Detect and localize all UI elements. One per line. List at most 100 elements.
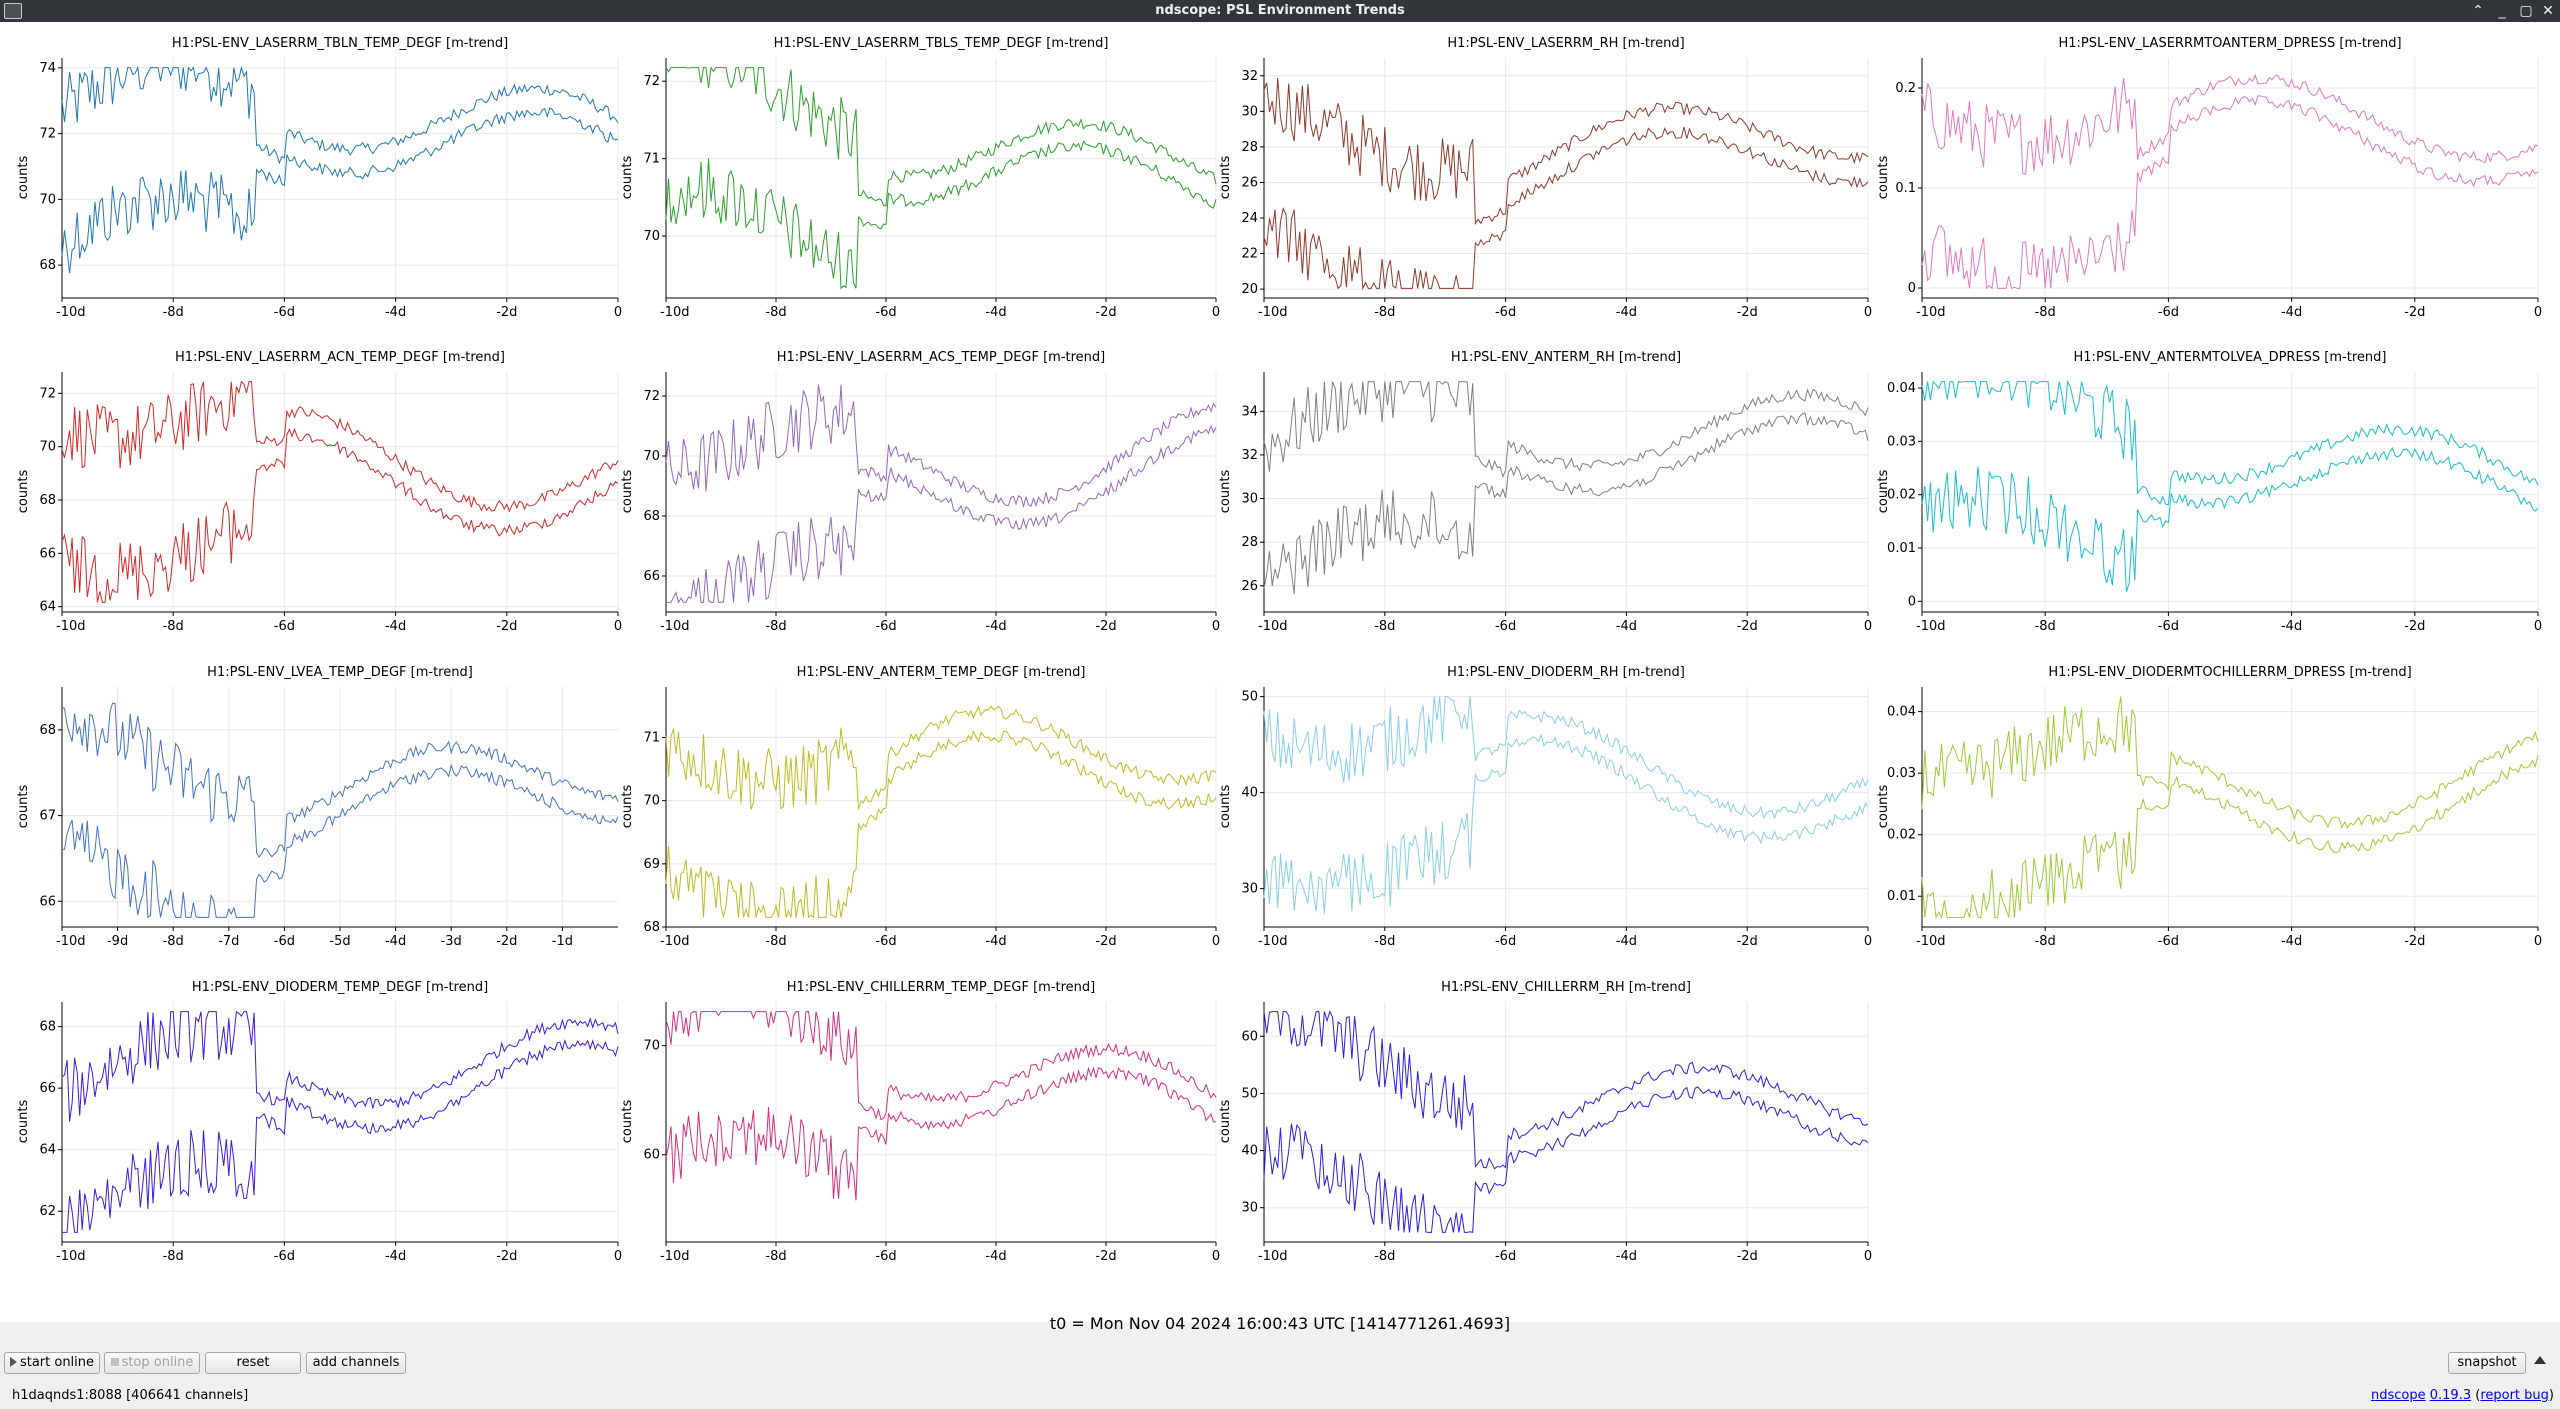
x-tick-label: -6d [1495, 1249, 1516, 1264]
add-channels-button[interactable]: add channels [306, 1352, 406, 1374]
x-tick-label: 0 [2534, 934, 2542, 949]
snapshot-button[interactable]: snapshot [2448, 1352, 2526, 1374]
minimize-button[interactable]: _ [2498, 3, 2506, 19]
plot-panel[interactable]: H1:PSL-ENV_LASERRM_TBLS_TEMP_DEGF [m-tre… [604, 36, 1220, 328]
y-tick-label: 68 [39, 723, 56, 738]
plot-panel[interactable]: H1:PSL-ENV_CHILLERRM_RH [m-trend] counts 3… [1202, 980, 1872, 1272]
plot-panel[interactable]: H1:PSL-ENV_LASERRM_RH [m-trend] counts 20 2… [1202, 36, 1872, 328]
y-tick-label: 0 [1908, 594, 1916, 609]
plot-canvas[interactable]: 0 0.01 0.02 0.03 0.04 -10d -8d -6d -4d -2d 0 [1860, 372, 2542, 642]
y-tick-label: 70 [643, 229, 660, 244]
plot-panel[interactable]: H1:PSL-ENV_DIODERMTOCHILLERRM_DPRESS [m-… [1860, 665, 2542, 957]
plot-panel[interactable]: H1:PSL-ENV_ANTERMTOLVEA_DPRESS [m-trend]… [1860, 350, 2542, 642]
plot-panel[interactable]: H1:PSL-ENV_ANTERM_TEMP_DEGF [m-trend] cou… [604, 665, 1220, 957]
plot-title: H1:PSL-ENV_LASERRM_TBLN_TEMP_DEGF [m-tre… [171, 36, 509, 51]
plot-panel[interactable]: H1:PSL-ENV_DIODERM_RH [m-trend] counts 30 4… [1202, 665, 1872, 957]
y-tick-label: 60 [1241, 1029, 1258, 1044]
plot-axes [1921, 372, 2538, 613]
y-tick-label: 68 [643, 509, 660, 524]
status-bar: h1daqnds1:8088 [406641 channels] ndscope… [0, 1380, 2560, 1409]
ndscope-link[interactable]: ndscope [2370, 1388, 2426, 1403]
close-button[interactable]: ✕ [2542, 3, 2554, 19]
expand-panel-icon[interactable] [2534, 1356, 2546, 1364]
plot-canvas[interactable]: 70 71 72 -10d -8d -6d -4d -2d 0 [604, 58, 1220, 328]
y-tick-label: 26 [1241, 579, 1258, 594]
trend-min-trace [1263, 733, 1869, 914]
plot-canvas[interactable]: 60 70 -10d -8d -6d -4d -2d 0 [604, 1002, 1220, 1272]
plot-canvas[interactable]: 64 66 68 70 72 -10d -8d -6d -4d -2d 0 [0, 372, 622, 642]
plot-axes [1263, 372, 1868, 613]
plot-grid: H1:PSL-ENV_LASERRM_TBLN_TEMP_DEGF [m-tre… [0, 22, 2560, 1322]
plot-panel[interactable]: H1:PSL-ENV_LVEA_TEMP_DEGF [m-trend] count… [0, 665, 619, 957]
keep-above-button[interactable]: ⌃ [2472, 3, 2484, 19]
plot-title: H1:PSL-ENV_LVEA_TEMP_DEGF [m-trend] [207, 665, 473, 680]
x-tick-label: -4d [2281, 619, 2302, 634]
y-tick-label: 30 [1241, 104, 1258, 119]
plot-axes [1263, 1002, 1868, 1243]
x-tick-label: -6d [875, 619, 896, 634]
y-tick-label: 68 [39, 493, 56, 508]
y-tick-label: 0.04 [1887, 705, 1916, 720]
reset-button[interactable]: reset [205, 1352, 301, 1374]
trend-max-trace [1921, 696, 2539, 829]
y-tick-label: 30 [1241, 492, 1258, 507]
y-tick-label: 69 [643, 857, 660, 872]
x-tick-label: -6d [875, 1249, 896, 1264]
y-tick-label: 0.2 [1895, 81, 1916, 96]
plot-canvas[interactable]: 20 22 24 26 28 30 32 -10d -8d -6d -4d -2d 0 [1202, 58, 1872, 328]
y-tick-label: 28 [1241, 140, 1258, 155]
x-tick-label: -8d [765, 934, 786, 949]
trend-min-trace [665, 140, 1217, 290]
y-tick-label: 32 [1241, 69, 1258, 84]
plot-axes [61, 372, 618, 613]
trend-min-trace [1263, 1086, 1869, 1234]
plot-panel[interactable]: H1:PSL-ENV_ANTERM_RH [m-trend] counts 26 28… [1202, 350, 1872, 642]
x-tick-label: -4d [2281, 934, 2302, 949]
plot-title: H1:PSL-ENV_DIODERM_TEMP_DEGF [m-trend] [191, 980, 489, 995]
plot-panel[interactable]: H1:PSL-ENV_LASERRM_TBLN_TEMP_DEGF [m-tre… [0, 36, 622, 328]
x-tick-label: 0 [1864, 934, 1872, 949]
x-tick-label: -6d [274, 305, 295, 320]
plot-panel[interactable]: H1:PSL-ENV_DIODERM_TEMP_DEGF [m-trend] co… [0, 980, 622, 1272]
trend-max-trace [665, 705, 1217, 810]
x-tick-label: 0 [1212, 305, 1220, 320]
plot-title: H1:PSL-ENV_LASERRM_ACS_TEMP_DEGF [m-tren… [776, 350, 1106, 365]
plot-panel[interactable]: H1:PSL-ENV_LASERRM_ACN_TEMP_DEGF [m-tren… [0, 350, 622, 642]
plot-panel[interactable]: H1:PSL-ENV_CHILLERRM_TEMP_DEGF [m-trend]… [604, 980, 1220, 1272]
maximize-button[interactable]: ▢ [2519, 3, 2533, 19]
plot-canvas[interactable]: 68 69 70 71 -10d -8d -6d -4d -2d 0 [604, 687, 1220, 957]
x-tick-label: -10d [56, 1249, 86, 1264]
version-link[interactable]: 0.19.3 [2429, 1388, 2472, 1403]
plot-canvas[interactable]: 66 68 70 72 -10d -8d -6d -4d -2d 0 [604, 372, 1220, 642]
plot-panel[interactable]: H1:PSL-ENV_LASERRM_ACS_TEMP_DEGF [m-tren… [604, 350, 1220, 642]
app-icon[interactable] [4, 3, 22, 19]
x-tick-label: -10d [1258, 1249, 1288, 1264]
x-tick-label: -6d [2158, 934, 2179, 949]
x-tick-label: -10d [660, 305, 690, 320]
x-tick-label: -2d [496, 305, 517, 320]
control-bar: start online stop online reset add chann… [0, 1346, 2560, 1380]
stop-online-button[interactable]: stop online [104, 1352, 200, 1374]
plot-canvas[interactable]: 0.01 0.02 0.03 0.04 -10d -8d -6d -4d -2d 0 [1860, 687, 2542, 957]
trend-max-trace [61, 65, 619, 165]
plot-canvas[interactable]: 66 67 68 -10d -9d -8d -7d -6d -5d -4d -3d -2d -1d [0, 687, 619, 957]
plot-title: H1:PSL-ENV_CHILLERRM_RH [m-trend] [1441, 980, 1691, 995]
plot-panel[interactable]: H1:PSL-ENV_LASERRMTOANTERM_DPRESS [m-tre… [1860, 36, 2542, 328]
plot-canvas[interactable]: 68 70 72 74 -10d -8d -6d -4d -2d 0 [0, 58, 622, 328]
x-tick-label: -8d [2035, 619, 2056, 634]
y-tick-label: 68 [39, 1020, 56, 1035]
y-tick-label: 70 [643, 449, 660, 464]
x-tick-label: 0 [1212, 934, 1220, 949]
start-online-button[interactable]: start online [4, 1352, 100, 1374]
plot-canvas[interactable]: 30 40 50 60 -10d -8d -6d -4d -2d 0 [1202, 1002, 1872, 1272]
plot-canvas[interactable]: 30 40 50 -10d -8d -6d -4d -2d 0 [1202, 687, 1872, 957]
report-bug-link[interactable]: report bug [2480, 1388, 2549, 1403]
x-tick-label: 0 [1212, 1249, 1220, 1264]
x-tick-label: 0 [1864, 305, 1872, 320]
plot-canvas[interactable]: 0 0.1 0.2 -10d -8d -6d -4d -2d 0 [1860, 58, 2542, 328]
plot-canvas[interactable]: 62 64 66 68 -10d -8d -6d -4d -2d 0 [0, 1002, 622, 1272]
trend-min-trace [61, 107, 619, 274]
x-tick-label: -4d [985, 305, 1006, 320]
stop-online-label: stop online [121, 1355, 194, 1370]
plot-canvas[interactable]: 26 28 30 32 34 -10d -8d -6d -4d -2d 0 [1202, 372, 1872, 642]
